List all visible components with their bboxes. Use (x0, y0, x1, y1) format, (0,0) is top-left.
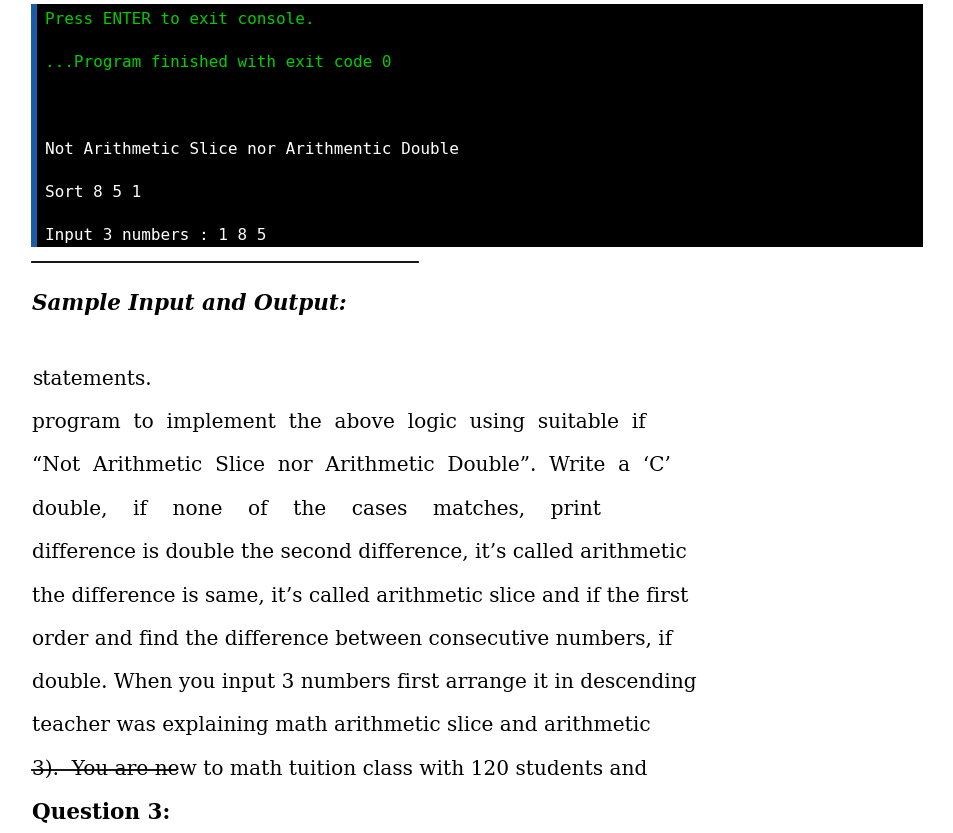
Text: 3).  You are new to math tuition class with 120 students and: 3). You are new to math tuition class wi… (32, 760, 647, 779)
Text: Input 3 numbers : 1 8 5: Input 3 numbers : 1 8 5 (45, 228, 266, 243)
Text: “Not  Arithmetic  Slice  nor  Arithmetic  Double”.  Write  a  ‘C’: “Not Arithmetic Slice nor Arithmetic Dou… (32, 456, 671, 476)
FancyBboxPatch shape (30, 4, 37, 247)
Text: Press ENTER to exit console.: Press ENTER to exit console. (45, 12, 314, 27)
Text: Sort 8 5 1: Sort 8 5 1 (45, 185, 141, 200)
Text: program  to  implement  the  above  logic  using  suitable  if: program to implement the above logic usi… (32, 413, 645, 432)
FancyBboxPatch shape (30, 4, 923, 247)
Text: double. When you input 3 numbers first arrange it in descending: double. When you input 3 numbers first a… (32, 673, 697, 692)
Text: Question 3:: Question 3: (32, 801, 171, 823)
Text: Not Arithmetic Slice nor Arithmentic Double: Not Arithmetic Slice nor Arithmentic Dou… (45, 142, 458, 157)
Text: the difference is same, it’s called arithmetic slice and if the first: the difference is same, it’s called arit… (32, 586, 688, 606)
Text: difference is double the second difference, it’s called arithmetic: difference is double the second differen… (32, 543, 686, 562)
Text: order and find the difference between consecutive numbers, if: order and find the difference between co… (32, 630, 672, 649)
Text: Sample Input and Output:: Sample Input and Output: (32, 293, 347, 315)
Text: statements.: statements. (32, 370, 152, 389)
Text: ...Program finished with exit code 0: ...Program finished with exit code 0 (45, 55, 391, 70)
Text: teacher was explaining math arithmetic slice and arithmetic: teacher was explaining math arithmetic s… (32, 716, 650, 736)
Text: double,    if    none    of    the    cases    matches,    print: double, if none of the cases matches, pr… (32, 500, 600, 519)
